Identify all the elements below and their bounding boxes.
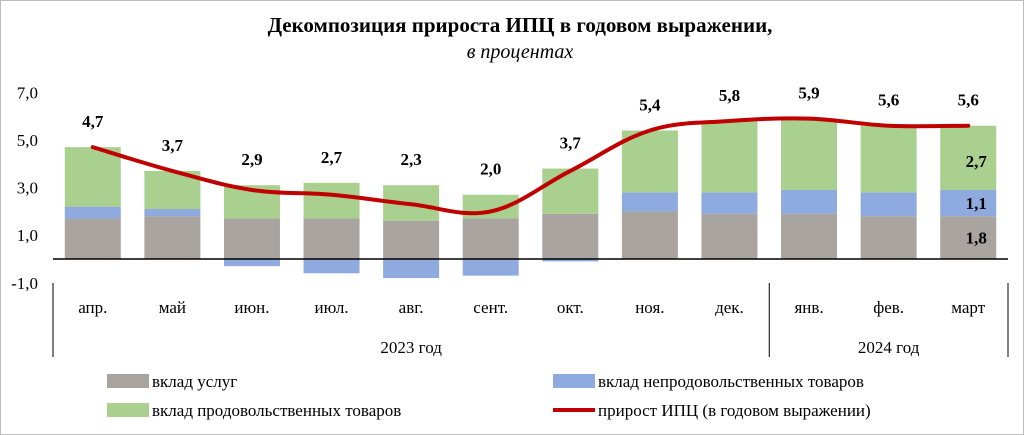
total-label: 2,3	[401, 150, 422, 169]
bar-nonfood	[462, 259, 519, 276]
y-tick-label: 3,0	[17, 179, 38, 198]
legend-label: вклад непродовольственных товаров	[598, 372, 864, 391]
total-label: 5,9	[798, 84, 819, 103]
bar-food	[701, 120, 758, 193]
total-label: 5,6	[878, 91, 899, 110]
bar-nonfood	[303, 259, 360, 274]
nonfood-value-label: 1,1	[966, 194, 987, 213]
bar-nonfood	[64, 206, 121, 219]
legend-swatch	[107, 403, 149, 417]
year-group-label: 2023 год	[380, 338, 442, 357]
bar-services	[223, 218, 280, 259]
bar-services	[781, 213, 838, 259]
bar-food	[303, 182, 360, 219]
bar-nonfood	[701, 192, 758, 214]
total-label: 2,7	[321, 148, 343, 167]
bar-services	[64, 218, 121, 259]
x-tick-label: сент.	[473, 298, 508, 317]
y-tick-label: 7,0	[17, 83, 38, 102]
legend-label: вклад продовольственных товаров	[152, 401, 401, 420]
bar-nonfood	[144, 209, 201, 217]
bar-services	[383, 220, 440, 259]
bar-services	[701, 213, 758, 259]
bar-services	[940, 216, 997, 259]
bar-food	[542, 168, 599, 214]
total-label: 2,9	[241, 150, 262, 169]
bar-services	[462, 218, 519, 259]
x-axis: апр. май июн. июл. авг. сент. окт. ноя. дек. янв.…	[52, 283, 1009, 357]
bars	[64, 118, 997, 279]
bar-services	[542, 213, 599, 259]
bar-nonfood	[860, 192, 917, 217]
food-value-label: 2,7	[966, 152, 988, 171]
x-tick-label: фев.	[873, 298, 904, 317]
legend-label: вклад услуг	[152, 372, 237, 391]
bar-nonfood	[223, 259, 280, 267]
x-tick-label: март	[951, 298, 985, 317]
legend: вклад услуг вклад непродовольственных тов…	[107, 372, 871, 420]
services-value-label: 1,8	[966, 229, 987, 248]
total-label: 3,7	[162, 136, 184, 155]
bar-services	[621, 211, 678, 259]
y-tick-label: 5,0	[17, 131, 38, 150]
x-tick-label: июл.	[314, 298, 348, 317]
x-tick-label: ноя.	[635, 298, 664, 317]
x-tick-label: окт.	[557, 298, 584, 317]
bar-food	[940, 125, 997, 190]
bar-nonfood	[781, 189, 838, 214]
y-tick-label: 1,0	[17, 226, 38, 245]
bar-food	[781, 118, 838, 190]
bar-nonfood	[383, 259, 440, 279]
bar-services	[303, 218, 360, 259]
x-tick-label: янв.	[794, 298, 823, 317]
cpi-line	[90, 116, 971, 216]
chart-title: Декомпозиция прироста ИПЦ в годовом выра…	[268, 13, 773, 37]
bar-services	[860, 216, 917, 259]
total-label: 3,7	[560, 134, 582, 153]
total-label: 5,4	[639, 95, 661, 114]
legend-label: прирост ИПЦ (в годовом выражении)	[598, 401, 871, 420]
total-label: 2,0	[480, 160, 501, 179]
x-tick-label: апр.	[78, 298, 107, 317]
cpi-line-path	[90, 116, 971, 216]
x-tick-label: июн.	[234, 298, 269, 317]
legend-swatch	[107, 374, 149, 388]
bar-nonfood	[542, 259, 599, 262]
total-label: 5,8	[719, 86, 740, 105]
x-tick-label: май	[159, 298, 186, 317]
legend-swatch	[553, 374, 595, 388]
bar-food	[860, 125, 917, 193]
bar-food	[64, 147, 121, 207]
bar-nonfood	[940, 189, 997, 217]
total-label: 4,7	[82, 112, 104, 131]
chart-subtitle: в процентах	[467, 41, 574, 63]
bar-food	[621, 130, 678, 193]
x-tick-label: дек.	[715, 298, 744, 317]
x-tick-label: авг.	[399, 298, 424, 317]
data-labels: 4,7 3,7 2,9 2,7 2,3 2,0 3,7 5,4 5,8 5,9 5,6 5,6 1,8 1…	[82, 84, 987, 248]
total-label: 5,6	[958, 91, 979, 110]
bar-services	[144, 216, 201, 259]
y-tick-label: -1,0	[11, 274, 38, 293]
bar-nonfood	[621, 192, 678, 212]
year-group-label: 2024 год	[858, 338, 920, 357]
y-axis: -1,0 1,0 3,0 5,0 7,0	[11, 83, 38, 292]
